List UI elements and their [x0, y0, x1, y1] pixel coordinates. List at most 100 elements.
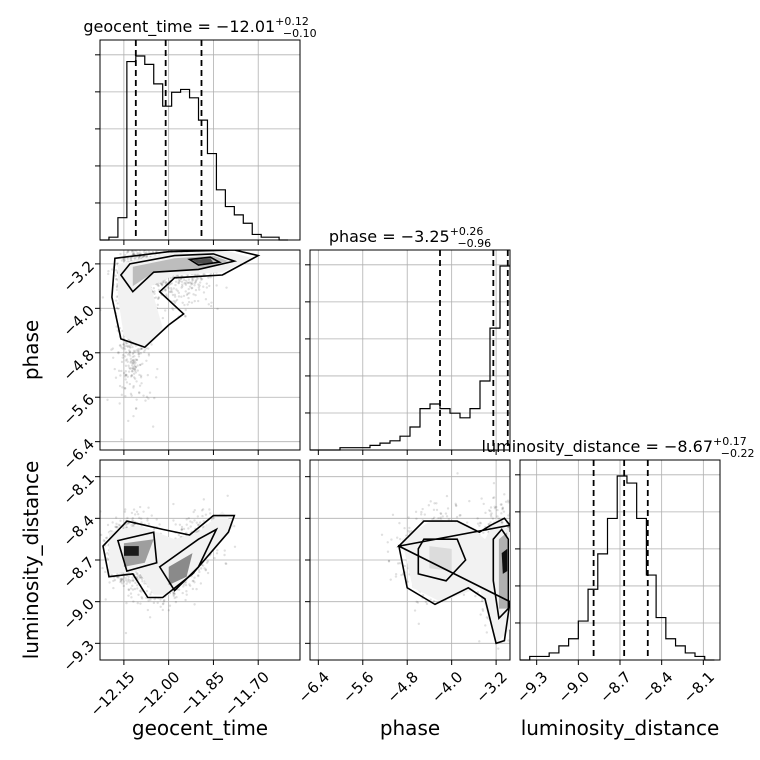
hist-luminosity-distance	[520, 475, 715, 661]
sample-point	[191, 279, 194, 282]
sample-point	[101, 566, 104, 570]
sample-point	[501, 508, 504, 511]
sample-point	[127, 419, 130, 423]
sample-point	[138, 373, 141, 377]
sample-point	[226, 494, 229, 497]
sample-point	[118, 384, 122, 388]
sample-point	[189, 525, 192, 528]
sample-point	[100, 549, 101, 551]
sample-point	[135, 250, 138, 253]
sample-point	[509, 499, 510, 503]
sample-point	[157, 250, 160, 252]
sample-point	[173, 596, 176, 600]
sample-point	[155, 283, 158, 286]
sample-point	[175, 244, 177, 246]
sample-point	[140, 521, 143, 524]
sample-point	[137, 257, 141, 260]
sample-point	[196, 523, 200, 527]
sample-point	[191, 521, 194, 524]
contour-line	[119, 253, 238, 293]
panel-frame	[309, 249, 511, 451]
sample-point	[197, 523, 200, 526]
sample-point	[132, 253, 135, 256]
sample-point	[150, 514, 153, 517]
sample-point	[513, 607, 515, 609]
sample-point	[127, 578, 130, 581]
sample-point	[161, 283, 164, 286]
sample-point	[115, 295, 119, 298]
sample-point	[515, 564, 517, 566]
sample-point	[209, 272, 213, 276]
sample-point	[185, 293, 189, 297]
sample-point	[138, 250, 142, 252]
sample-point	[219, 237, 221, 239]
sample-point	[148, 391, 152, 394]
sample-point	[143, 225, 145, 227]
sample-point	[197, 568, 201, 572]
sample-point	[445, 494, 449, 498]
sample-point	[135, 572, 139, 576]
sample-point	[165, 281, 168, 284]
sample-point	[130, 250, 134, 253]
sample-point	[513, 570, 515, 572]
sample-point	[423, 513, 426, 516]
sample-point	[167, 609, 171, 612]
sample-point	[183, 282, 186, 285]
sample-point	[479, 613, 482, 616]
sample-point	[512, 561, 514, 563]
sample-point	[149, 598, 152, 601]
sample-point	[135, 349, 138, 352]
sample-point	[131, 358, 135, 362]
sample-point	[183, 234, 185, 236]
sample-point	[511, 582, 513, 584]
sample-point	[119, 580, 122, 584]
sample-point	[104, 598, 107, 601]
sample-point	[482, 502, 485, 506]
density-fill	[501, 548, 508, 574]
sample-point	[165, 250, 168, 251]
sample-point	[114, 525, 117, 529]
sample-point	[114, 269, 118, 272]
sample-point	[137, 350, 140, 353]
sample-point	[130, 511, 134, 515]
sample-point	[208, 512, 212, 515]
sample-point	[126, 250, 130, 253]
sample-point	[513, 578, 515, 580]
sample-point	[398, 562, 402, 565]
sample-point	[124, 374, 127, 377]
sample-point	[127, 349, 131, 352]
sample-point	[131, 517, 134, 520]
sample-point	[144, 245, 146, 247]
sample-point	[106, 398, 109, 402]
sample-point	[133, 367, 136, 371]
sample-point	[147, 246, 149, 248]
sample-point	[509, 520, 510, 522]
sample-point	[208, 284, 211, 288]
sample-point	[125, 582, 128, 585]
sample-point	[113, 367, 116, 371]
sample-point	[514, 597, 516, 599]
sample-point	[135, 358, 138, 362]
x-tick-label: −9.0	[555, 668, 593, 706]
sample-point	[432, 599, 436, 603]
sample-point	[124, 246, 126, 248]
sample-point	[128, 382, 132, 386]
sample-point	[193, 231, 195, 233]
sample-point	[523, 555, 525, 557]
sample-point	[191, 228, 193, 230]
sample-point	[114, 516, 118, 519]
x-tick-label: −9.3	[513, 668, 551, 706]
sample-point	[129, 245, 131, 247]
sample-point	[468, 499, 471, 503]
sample-point	[169, 276, 172, 280]
sample-point	[194, 293, 197, 297]
sample-point	[162, 280, 165, 284]
sample-point	[116, 247, 118, 249]
sample-point	[134, 366, 137, 369]
sample-point	[122, 584, 125, 588]
sample-point	[174, 280, 178, 283]
y-tick-label: −8.7	[60, 553, 98, 591]
sample-point	[193, 576, 196, 579]
sample-point	[127, 594, 130, 597]
